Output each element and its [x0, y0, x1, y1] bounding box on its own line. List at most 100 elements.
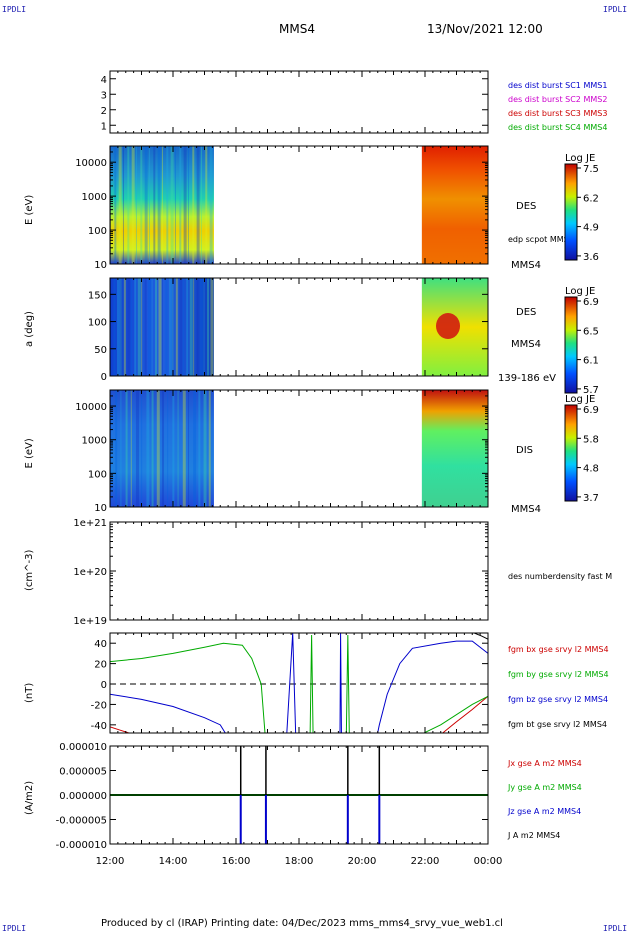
- ytick-label-burst: 3: [101, 90, 107, 101]
- heatmap-stripe: [141, 278, 143, 376]
- colorbar-tick-des_pitch: 6.1: [583, 356, 599, 367]
- heatmap-stripe: [130, 278, 132, 376]
- colorbar-tick-des_energy: 7.5: [583, 164, 599, 175]
- heatmap-stripe: [174, 146, 176, 264]
- ytick-label-des_energy: 10000: [75, 158, 107, 169]
- heatmap-stripe: [205, 146, 208, 264]
- heatmap-stripe: [120, 278, 122, 376]
- corner-label-tr: IPDLI: [603, 5, 628, 14]
- heatmap-stripe: [175, 278, 178, 376]
- colorbar-tick-des_energy: 4.9: [583, 223, 599, 234]
- ytick-label-des_pitch: 50: [94, 345, 107, 356]
- colorbar-des_pitch: [564, 296, 578, 394]
- heatmap-stripe: [207, 278, 210, 376]
- label-des-pitch: DES: [516, 307, 536, 318]
- heatmap-stripe: [137, 278, 141, 376]
- label-mms4-a: MMS4: [511, 260, 541, 271]
- heatmap-stripe: [140, 146, 143, 264]
- heatmap-stripe: [182, 278, 184, 376]
- ytick-label-des_energy: 10: [94, 260, 107, 271]
- heatmap-stripe: [165, 278, 168, 376]
- heatmap-stripe: [158, 278, 162, 376]
- ylabel-des_pitch: a (deg): [24, 311, 35, 347]
- ylabel-des_energy: E (eV): [24, 195, 35, 225]
- heatmap-stripe: [167, 390, 169, 507]
- heatmap-stripe: [203, 390, 207, 507]
- heatmap-stripe: [172, 390, 175, 507]
- heatmap-stripe: [172, 278, 174, 376]
- colorbar-tick-des_pitch: 6.9: [583, 297, 599, 308]
- heatmap-stripe: [120, 390, 122, 507]
- heatmap-stripe: [156, 390, 160, 507]
- panel-frame-burst: [109, 70, 489, 134]
- heatmap-stripe: [187, 146, 189, 264]
- legend-b-1: fgm bx gse srvy l2 MMS4: [508, 645, 609, 654]
- heatmap-stripe: [170, 146, 174, 264]
- colorbar-title-des_energy: Log JE: [565, 153, 595, 164]
- legend-b-4: fgm bt gse srvy l2 MMS4: [508, 720, 607, 729]
- ytick-label-des_pitch: 100: [88, 318, 107, 329]
- heatmap-stripe: [148, 278, 152, 376]
- heatmap-stripe: [123, 278, 126, 376]
- trace-1: [110, 635, 488, 733]
- heatmap-stripe: [127, 146, 130, 264]
- label-mms4-c: MMS4: [511, 504, 541, 515]
- spacecraft-title: MMS4: [279, 22, 315, 36]
- heatmap-stripe: [130, 390, 132, 507]
- colorbar-title-dis_energy: Log JE: [565, 394, 595, 405]
- ytick-label-current: -0.000005: [56, 816, 107, 827]
- heatmap-stripe: [127, 278, 131, 376]
- colorbar-tick-des_pitch: 6.5: [583, 326, 599, 337]
- legend-j-3: Jz gse A m2 MMS4: [507, 807, 581, 816]
- trace-3: [472, 633, 488, 640]
- label-edp-scpot: edp scpot MMS4: [508, 235, 574, 244]
- heatmap-stripe: [192, 146, 195, 264]
- colorbar-dis_energy: [564, 404, 578, 502]
- ytick-label-density: 1e+20: [73, 567, 107, 578]
- colorbar-tick-des_energy: 6.2: [583, 193, 599, 204]
- ytick-label-burst: 2: [101, 106, 107, 117]
- datetime-title: 13/Nov/2021 12:00: [427, 22, 543, 36]
- heatmap-stripe: [183, 146, 187, 264]
- ytick-label-burst: 1: [101, 121, 107, 132]
- heatmap-block-right-dis_energy: [421, 390, 488, 507]
- colorbar-tick-des_pitch: 5.7: [583, 385, 599, 396]
- heatmap-stripe: [210, 278, 214, 376]
- heatmap-stripe: [203, 278, 205, 376]
- label-des-energy: DES: [516, 201, 536, 212]
- heatmap-stripe: [179, 146, 182, 264]
- label-energy-range: 139-186 eV: [498, 373, 556, 384]
- heatmap-stripe: [114, 146, 117, 264]
- heatmap-block-right-des_energy: [421, 146, 488, 264]
- heatmap-stripe: [209, 146, 213, 264]
- heatmap-stripe: [177, 390, 179, 507]
- ylabel-current: (A/m2): [24, 781, 35, 815]
- ylabel-dis_energy: E (eV): [24, 438, 35, 468]
- legend-burst-2: des dist burst SC2 MMS2: [508, 95, 607, 104]
- heatmap-stripe: [166, 146, 169, 264]
- footer-credit: Produced by cl (IRAP) Printing date: 04/…: [101, 918, 503, 929]
- legend-j-4: J A m2 MMS4: [507, 831, 560, 840]
- heatmap-stripe: [168, 278, 172, 376]
- ytick-label-current: -0.000010: [56, 840, 107, 851]
- heatmap-stripe: [198, 390, 201, 507]
- xtick-label: 18:00: [285, 856, 314, 867]
- ytick-label-des_energy: 100: [88, 226, 107, 237]
- legend-j-1: Jx gse A m2 MMS4: [507, 759, 582, 768]
- pitch-maximum-blob: [436, 313, 460, 339]
- colorbar-tick-dis_energy: 5.8: [583, 434, 599, 445]
- heatmap-block-left-dis_energy: [110, 390, 214, 507]
- colorbar-title-des_pitch: Log JE: [565, 286, 595, 297]
- heatmap-stripe: [144, 146, 148, 264]
- heatmap-stripe: [148, 146, 150, 264]
- colorbar-tick-dis_energy: 6.9: [583, 405, 599, 416]
- xtick-label: 16:00: [222, 856, 251, 867]
- xtick-label: 00:00: [474, 856, 503, 867]
- ytick-label-dis_energy: 10: [94, 503, 107, 514]
- heatmap-block-left-des_pitch: [110, 278, 214, 376]
- legend-burst-4: des dist burst SC4 MMS4: [508, 123, 607, 132]
- ytick-label-current: 0.000005: [59, 767, 107, 778]
- colorbar-des_energy: [564, 163, 578, 261]
- ytick-label-density: 1e+19: [73, 616, 107, 627]
